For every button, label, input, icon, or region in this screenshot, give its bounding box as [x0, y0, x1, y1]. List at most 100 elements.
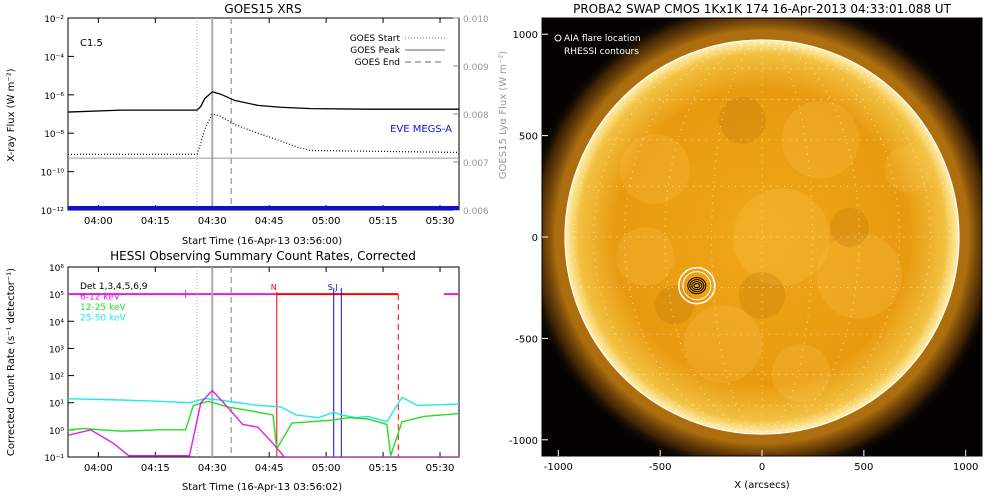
- swap-xtick-label: -1000: [544, 462, 573, 473]
- heliographic-grid: [567, 42, 957, 432]
- xrs-legend-label: GOES End: [355, 58, 400, 68]
- hessi-event-lines: [196, 267, 232, 457]
- hessi-flag-label: S: [328, 283, 333, 292]
- solar-disk: [565, 40, 959, 434]
- xrs-y2label: GOES15 Lyα Flux (W m⁻²): [498, 51, 509, 179]
- xrs-xtick-label: 04:15: [141, 216, 170, 227]
- hessi-ytick-label: 10¹: [49, 400, 64, 410]
- swap-ytick-label: -500: [515, 334, 538, 345]
- hessi-xlabel: Start Time (16-Apr-13 03:56:02): [182, 482, 342, 493]
- hessi-title: HESSI Observing Summary Count Rates, Cor…: [110, 249, 416, 263]
- xrs-eve-label: EVE MEGS-A: [390, 124, 452, 135]
- hessi-flag-label: N: [271, 283, 277, 292]
- aia-flare-location-circle: [678, 266, 716, 305]
- swap-xtick-label: 500: [854, 462, 873, 473]
- xrs-short-channel-line: [68, 113, 459, 155]
- solar-dark-region: [830, 207, 869, 247]
- solar-active-region: [771, 343, 831, 403]
- xrs-y2-ticks: 0.006 0.007 0.008 0.009 0.010: [453, 15, 489, 217]
- solar-dark-region: [655, 285, 694, 325]
- swap-xlabel: X (arcsecs): [734, 480, 790, 491]
- rhessi-contour: [689, 279, 705, 293]
- xrs-ytick-label: 10⁻⁴: [44, 53, 64, 63]
- swap-xtick-label: 1000: [953, 462, 978, 473]
- xrs-xtick-label: 04:45: [255, 216, 284, 227]
- hessi-legend-label: 25-50 keV: [80, 314, 126, 324]
- xrs-ytick-label: 10⁻⁸: [44, 130, 64, 140]
- hessi-legend-label: 6-12 keV: [80, 293, 121, 303]
- rhessi-contour: [691, 281, 703, 291]
- xrs-xtick-label: 04:30: [198, 216, 227, 227]
- hessi-legend-label: 12-25 keV: [80, 303, 126, 313]
- hessi-ytick-label: 10²: [49, 373, 64, 383]
- xrs-ytick-label: 10⁻¹⁰: [41, 169, 65, 179]
- hessi-plot-frame: [67, 266, 460, 458]
- xrs-xtick-label: 05:15: [369, 216, 398, 227]
- solar-active-region: [781, 100, 860, 179]
- rhessi-contour: [693, 283, 701, 289]
- swap-legend-aia: AIA flare location: [564, 34, 641, 44]
- grid-longitude-line: [573, 42, 763, 432]
- hessi-ytick-label: 10⁰: [49, 427, 64, 437]
- xrs-y2tick-label: 0.006: [463, 207, 489, 217]
- hessi-ytick-label: 10³: [49, 345, 64, 355]
- hessi-series-line: [68, 400, 459, 456]
- hessi-ytick-label: 10⁶: [49, 264, 64, 274]
- xrs-long-channel-line: [68, 91, 459, 113]
- hessi-ytick-label: 10⁴: [49, 318, 64, 328]
- xrs-flare-class: C1.5: [80, 38, 103, 49]
- xrs-y2tick-label: 0.009: [463, 63, 489, 73]
- solar-active-region: [732, 188, 831, 286]
- hessi-panel: HESSI Observing Summary Count Rates, Cor…: [6, 249, 460, 493]
- hessi-xtick-label: 05:00: [312, 463, 341, 474]
- xrs-xtick-label: 04:00: [84, 216, 113, 227]
- xrs-ytick-label: 10⁻²: [44, 15, 64, 25]
- hessi-flag-label: J: [334, 283, 337, 292]
- swap-ytick-label: 0: [532, 233, 538, 244]
- swap-ytick-label: 1000: [513, 30, 538, 41]
- xrs-ylabel: X-ray Flux (W m⁻²): [6, 68, 17, 161]
- xrs-y2tick-label: 0.010: [463, 15, 489, 25]
- solar-active-region: [684, 305, 762, 383]
- xrs-xlabel: Start Time (16-Apr-13 03:56:00): [182, 236, 342, 247]
- xrs-ytick-label: 10⁻⁶: [44, 92, 64, 102]
- solar-active-region: [619, 133, 691, 204]
- swap-legend: AIA flare location RHESSI contours: [554, 34, 641, 57]
- swap-ytick-label: 500: [519, 132, 538, 143]
- solar-limb: [564, 39, 960, 435]
- swap-title: PROBA2 SWAP CMOS 1Kx1K 174 16-Apr-2013 0…: [573, 2, 951, 16]
- hessi-xtick-label: 04:15: [141, 463, 170, 474]
- swap-xtick-label: -500: [649, 462, 672, 473]
- xrs-y2tick-label: 0.007: [463, 159, 489, 169]
- xrs-legend-label: GOES Peak: [350, 46, 400, 56]
- xrs-xtick-label: 05:30: [426, 216, 455, 227]
- solar-active-region: [884, 145, 932, 193]
- solar-active-region: [816, 233, 903, 319]
- rhessi-contour: [687, 277, 707, 295]
- hessi-x-ticks: 04:00 04:15 04:30 04:45 05:00 05:15 05:30: [84, 267, 454, 474]
- swap-ytick-label: -1000: [509, 436, 538, 447]
- xrs-y-ticks: 10⁻¹² 10⁻¹⁰ 10⁻⁸ 10⁻⁶ 10⁻⁴ 10⁻²: [41, 15, 74, 217]
- xrs-title: GOES15 XRS: [224, 2, 301, 16]
- solar-disk-texture: [616, 96, 932, 403]
- xrs-xtick-label: 05:00: [312, 216, 341, 227]
- xrs-legend: GOES Start GOES Peak GOES End: [350, 34, 445, 68]
- hessi-xtick-label: 05:30: [426, 463, 455, 474]
- hessi-ytick-label: 10⁻¹: [44, 454, 64, 464]
- hessi-xtick-label: 04:45: [255, 463, 284, 474]
- hessi-xtick-label: 04:30: [198, 463, 227, 474]
- grid-longitude-line: [761, 42, 951, 432]
- hessi-legend-label: Det 1,3,4,5,6,9: [80, 282, 148, 292]
- aia-marker-icon: [554, 34, 562, 42]
- goes-xrs-panel: GOES15 XRS 10⁻¹² 10⁻¹⁰ 10⁻⁸ 10⁻⁶ 10⁻⁴ 10⁻² 0.…: [6, 2, 509, 247]
- swap-legend-rhessi: RHESSI contours: [564, 47, 639, 57]
- rhessi-marker-icon: [554, 47, 562, 55]
- xrs-y2tick-label: 0.008: [463, 111, 489, 121]
- xrs-event-lines: [196, 18, 232, 210]
- flare-marker: [678, 266, 716, 305]
- swap-panel: PROBA2 SWAP CMOS 1Kx1K 174 16-Apr-2013 0…: [509, 2, 983, 491]
- hessi-series: [68, 389, 459, 457]
- xrs-ytick-label: 10⁻¹²: [41, 207, 65, 217]
- swap-xtick-label: 0: [759, 462, 765, 473]
